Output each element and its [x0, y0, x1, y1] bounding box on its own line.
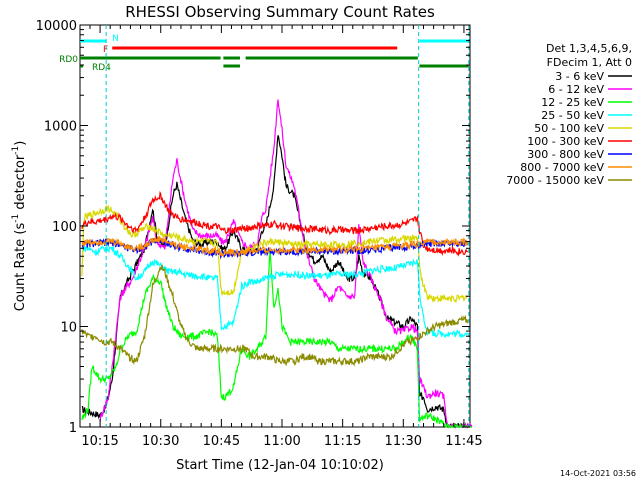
x-tick-label: 11:30 [385, 434, 422, 449]
flag-bars: NF RD0 RD4 [59, 34, 469, 73]
y-tick-label: 10 [60, 321, 77, 336]
legend-entry-label: 100 - 300 keV [527, 135, 604, 148]
series-line [99, 99, 473, 429]
legend-entry-label: 7000 - 15000 keV [506, 174, 604, 187]
plot-area: NF RD0 RD4 [59, 24, 473, 429]
series-line [81, 190, 469, 257]
flag-label: F [103, 45, 108, 55]
legend-header-line: Det 1,3,4,5,6,9, [546, 42, 632, 55]
x-axis: 10:15 10:30 10:45 11:00 11:15 11:30 11:45 [81, 25, 483, 449]
y-tick-label: 100 [52, 220, 77, 235]
series-lines [81, 99, 473, 429]
x-axis-label: Start Time (12-Jan-04 10:10:02) [176, 458, 384, 473]
footer-timestamp: 14-Oct-2021 03:56 [560, 469, 636, 478]
legend-entry-label: 25 - 50 keV [541, 109, 604, 122]
series-line [81, 251, 472, 429]
flag-label: RD0 [59, 55, 78, 65]
series-line [81, 264, 469, 367]
chart-title: RHESSI Observing Summary Count Rates [125, 3, 435, 21]
series-line [81, 204, 469, 304]
legend-header-line: FDecim 1, Att 0 [547, 56, 632, 69]
x-tick-label: 10:45 [203, 434, 240, 449]
legend-entry-label: 300 - 800 keV [527, 148, 604, 161]
y-tick-label: 1 [69, 421, 77, 436]
x-tick-label: 11:45 [445, 434, 482, 449]
y-axis-label: Count Rate (s-1 detector-1) [11, 141, 28, 312]
x-tick-label: 11:15 [324, 434, 361, 449]
series-line [81, 235, 469, 258]
x-tick-label: 11:00 [263, 434, 300, 449]
interval-markers [105, 25, 470, 427]
series-line [81, 135, 472, 429]
legend: Det 1,3,4,5,6,9, FDecim 1, Att 0 3 - 6 k… [506, 42, 632, 187]
legend-entry-label: 50 - 100 keV [534, 122, 604, 135]
legend-entry-label: 12 - 25 keV [541, 96, 604, 109]
legend-entry-label: 3 - 6 keV [555, 70, 604, 83]
x-tick-label: 10:15 [81, 434, 118, 449]
y-axis: 1 10 100 1000 10000 [36, 19, 470, 436]
y-tick-label: 1000 [44, 120, 77, 135]
series-line [81, 244, 469, 339]
flag-label: RD4 [92, 63, 111, 73]
legend-entry-label: 800 - 7000 keV [520, 161, 604, 174]
legend-entry-label: 6 - 12 keV [548, 83, 604, 96]
y-tick-label: 10000 [36, 19, 77, 34]
flag-label: N [112, 34, 119, 44]
x-tick-label: 10:30 [142, 434, 179, 449]
